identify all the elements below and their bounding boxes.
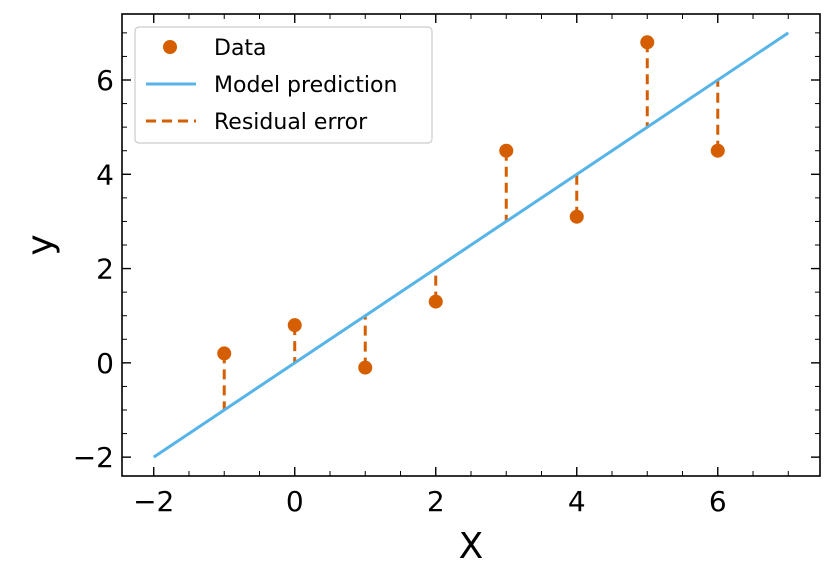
legend-model-label: Model prediction — [214, 73, 397, 98]
y-tick-label: −2 — [73, 441, 114, 474]
ticks: −2 0 2 4 6 −2 0 2 4 6 — [73, 14, 820, 518]
model-prediction-line — [152, 31, 790, 459]
legend: Data Model prediction Residual error — [134, 26, 433, 144]
data-point — [640, 35, 655, 50]
x-tick-label: 6 — [709, 485, 727, 518]
x-tick-label: −2 — [133, 485, 174, 518]
y-tick-label: 2 — [96, 253, 114, 286]
x-tick-label: 0 — [286, 485, 304, 518]
x-axis-title: X — [459, 526, 484, 567]
legend-residual-label: Residual error — [214, 110, 368, 135]
y-tick-label: 0 — [96, 347, 114, 380]
data-point — [499, 143, 514, 158]
x-tick-label: 4 — [568, 485, 586, 518]
data-point — [569, 209, 584, 224]
y-axis-title: y — [20, 234, 61, 255]
y-tick-label: 6 — [96, 64, 114, 97]
data-point — [358, 360, 373, 375]
legend-data-marker — [163, 40, 177, 54]
model-prediction-series — [152, 31, 790, 459]
data-point — [287, 318, 302, 333]
x-tick-label: 2 — [427, 485, 445, 518]
y-tick-label: 4 — [96, 158, 114, 191]
legend-box — [134, 26, 433, 144]
legend-data-label: Data — [214, 36, 267, 61]
data-point — [217, 346, 232, 361]
data-series — [217, 35, 725, 375]
data-point — [710, 143, 725, 158]
data-point — [428, 294, 443, 309]
